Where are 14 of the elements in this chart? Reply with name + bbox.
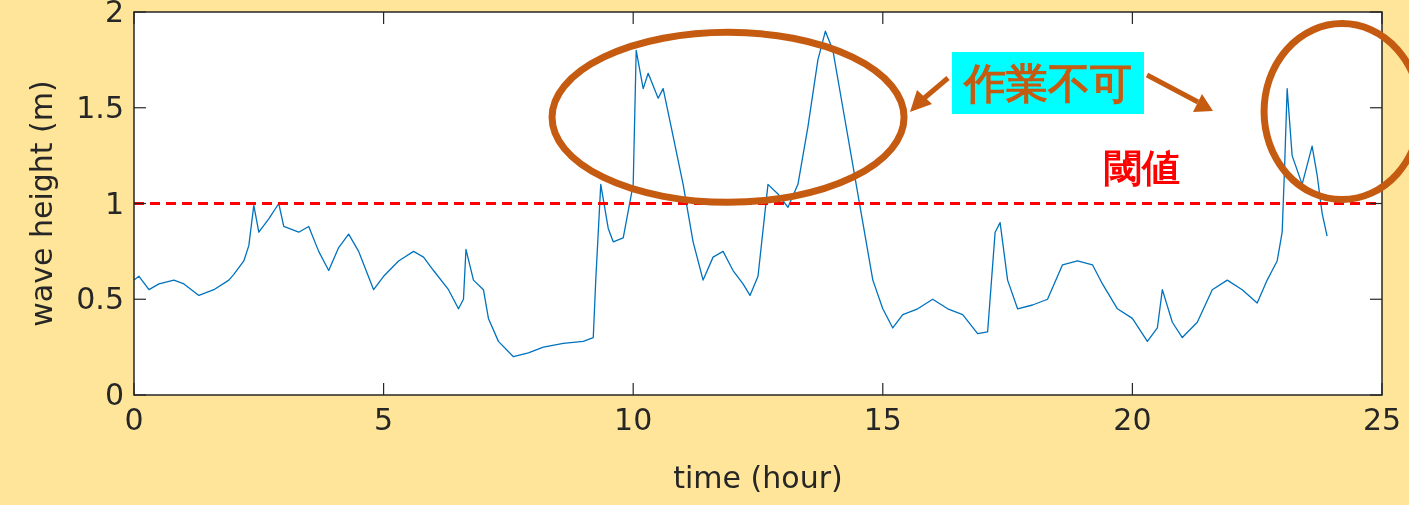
x-tick-label: 15 — [863, 402, 902, 437]
x-axis-title: time (hour) — [673, 460, 843, 495]
annotation: 作業不可 — [962, 59, 1132, 108]
ref-line-label: 閾値 — [1104, 145, 1181, 190]
x-tick-label: 5 — [374, 402, 394, 437]
y-tick-label: 0 — [104, 377, 124, 412]
y-tick-label: 2 — [104, 0, 124, 29]
x-tick-label: 20 — [1113, 402, 1152, 437]
y-tick-label: 0.5 — [76, 281, 124, 317]
y-axis-title: wave height (m) — [24, 80, 59, 327]
x-tick-label: 25 — [1362, 402, 1402, 437]
x-tick-label: 10 — [614, 402, 653, 437]
y-tick-label: 1 — [104, 185, 124, 221]
y-tick-label: 1.5 — [76, 89, 124, 125]
